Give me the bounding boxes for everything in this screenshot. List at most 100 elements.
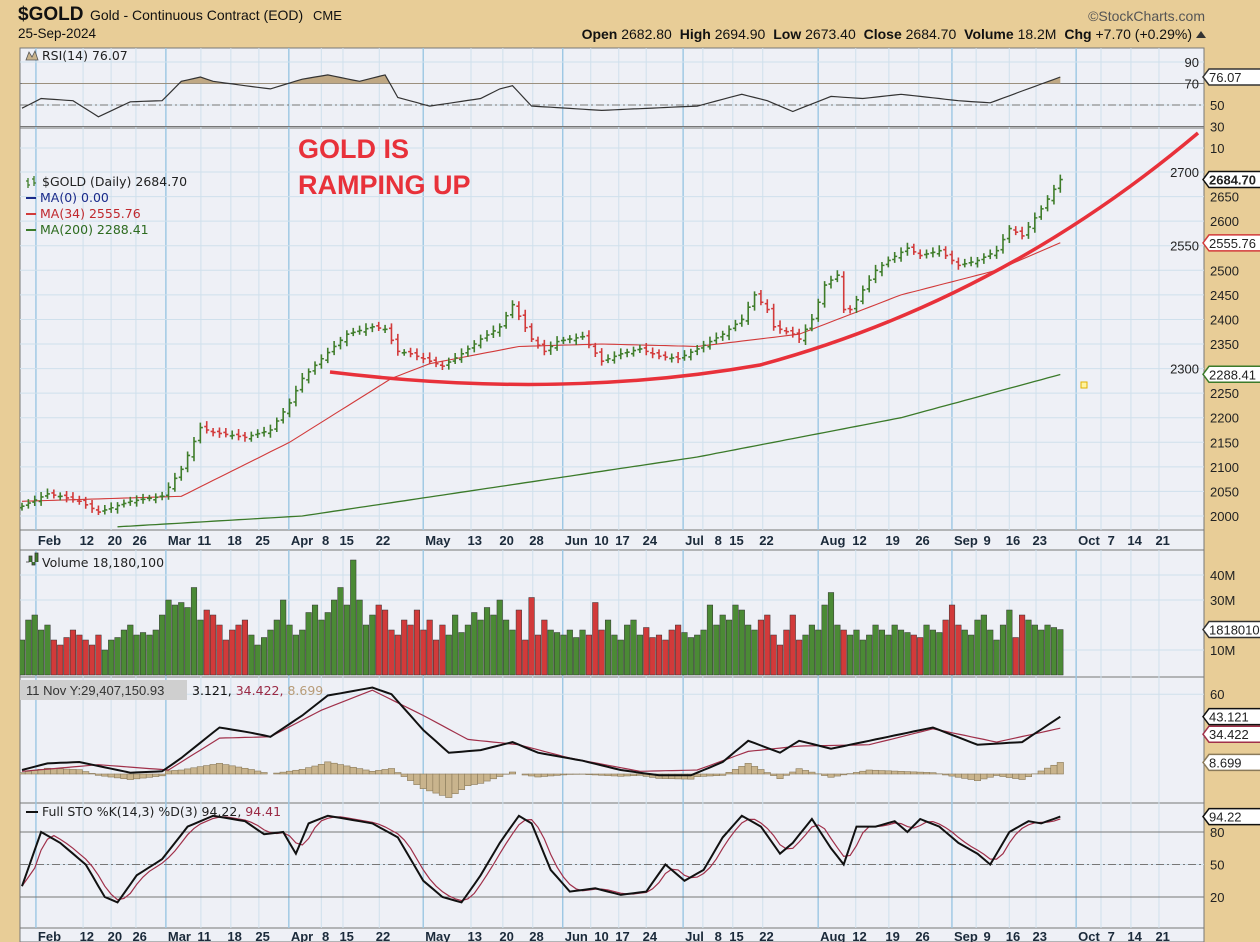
date-label: 12: [852, 533, 866, 548]
macd-histogram-bar: [69, 769, 77, 775]
date-label: 15: [729, 533, 743, 548]
rsi-line: [21, 74, 1061, 118]
volume-bar: [515, 609, 522, 676]
macd-histogram-bar: [840, 773, 848, 776]
volume-bar: [566, 629, 573, 676]
volume-bar: [872, 624, 879, 676]
macd-histogram-bar: [489, 773, 497, 780]
panel-0: [19, 47, 1205, 129]
price-bar: [255, 429, 261, 438]
volume-bar: [859, 639, 866, 676]
volume-bar: [706, 604, 714, 676]
ma34-value-tag-text: 2555.76: [1209, 236, 1256, 251]
date-label: 21: [1155, 533, 1169, 548]
date-label-bottom: Apr: [291, 929, 313, 942]
price-bar: [796, 328, 802, 344]
hist-value-tag-box: [1202, 753, 1260, 772]
price-bar: [522, 309, 528, 333]
volume-value-tag: 18180100: [1202, 620, 1260, 639]
volume-bar: [1038, 629, 1045, 676]
price-bar: [357, 325, 363, 335]
price-bar: [121, 499, 127, 508]
macd-histogram-bar: [247, 769, 255, 775]
date-label-bottom: 8: [322, 929, 329, 942]
volume-bar: [585, 634, 592, 676]
volume-legend: Volume 18,180,100: [42, 555, 164, 570]
price-bar: [822, 281, 828, 308]
price-tick: 2400: [1210, 312, 1239, 327]
macd-histogram-bar: [330, 762, 338, 775]
price-bar: [860, 285, 866, 305]
macd-histogram-bar: [903, 771, 911, 775]
price-bar: [64, 490, 70, 503]
price-bar: [580, 331, 586, 340]
macd-histogram-bar: [190, 767, 198, 775]
price-bar: [166, 482, 172, 500]
volume-bar: [961, 629, 968, 676]
macd-tick: 60: [1210, 687, 1224, 702]
macd-histogram-bar: [508, 771, 516, 775]
axes: Feb Feb 12 12 20 20 26 26 Mar Mar 11 11 18 18 25 25 Apr A…: [38, 55, 1260, 942]
volume-bar: [993, 639, 1000, 676]
volume-bar: [534, 634, 542, 676]
macd-histogram-bar: [477, 773, 485, 784]
price-bar: [427, 352, 433, 365]
ma200-value-tag-text: 2288.41: [1209, 367, 1256, 382]
price-bar: [401, 349, 407, 356]
price-bar: [930, 247, 936, 258]
volume-bar: [719, 614, 726, 676]
price-bar: [338, 336, 343, 350]
ohlc-summary: Open 2682.80 High 2694.90 Low 2673.40 Cl…: [582, 26, 1192, 42]
price-bar: [299, 373, 305, 393]
macd-histogram-bar: [139, 773, 147, 779]
date-label-bottom: 15: [339, 929, 353, 942]
volume-bar: [528, 597, 535, 676]
price-bar: [943, 246, 949, 259]
macd-histogram-bar: [158, 773, 166, 777]
volume-bar: [885, 634, 892, 676]
volume-bar: [987, 629, 994, 676]
macd-histogram-bar: [260, 772, 268, 775]
macd-histogram-bar: [1050, 764, 1058, 775]
date-label: 19: [885, 533, 899, 548]
macd-histogram-bar: [802, 770, 810, 775]
date-label: Jun: [565, 533, 588, 548]
date-label: 8: [322, 533, 329, 548]
macd-histogram-bar: [209, 764, 217, 775]
date-label-bottom: 21: [1155, 929, 1169, 942]
price-tick: 2550: [1170, 239, 1199, 254]
macd-histogram-bar: [126, 773, 134, 780]
date-label: 20: [108, 533, 122, 548]
tooltip-box: [20, 680, 187, 700]
date-label-bottom: Feb: [38, 929, 61, 942]
price-bar: [662, 351, 668, 361]
volume-bar: [694, 634, 701, 676]
macd-histogram-bar: [1037, 770, 1045, 775]
volume-bar: [687, 637, 694, 676]
price-bar: [306, 368, 312, 384]
price-tick: 2200: [1210, 411, 1239, 426]
macd-histogram-bar: [336, 764, 344, 775]
price-bar: [541, 339, 547, 356]
volume-bar: [171, 604, 178, 676]
signal-value-tag-text: 34.422: [1209, 727, 1249, 742]
price-bar: [643, 343, 649, 356]
date-label: 26: [132, 533, 146, 548]
rsi-tick: 10: [1210, 141, 1224, 156]
price-tick: 2150: [1210, 435, 1239, 450]
volume-bar: [643, 627, 650, 676]
volume-bar: [477, 619, 484, 676]
price-bar: [465, 345, 471, 357]
volume-bar: [38, 629, 45, 676]
date-label-bottom: 16: [1006, 929, 1020, 942]
volume-bar: [968, 634, 975, 676]
macd-histogram-bar: [241, 767, 249, 775]
price-bar: [841, 271, 847, 314]
rsi-tick: 90: [1185, 55, 1199, 70]
volume-bar: [20, 639, 26, 676]
macd-histogram-bar: [700, 773, 708, 777]
volume-bar: [942, 619, 949, 676]
macd-histogram-bar: [82, 771, 90, 775]
marker-square: [1080, 381, 1088, 389]
macd-histogram-bar: [878, 770, 886, 775]
